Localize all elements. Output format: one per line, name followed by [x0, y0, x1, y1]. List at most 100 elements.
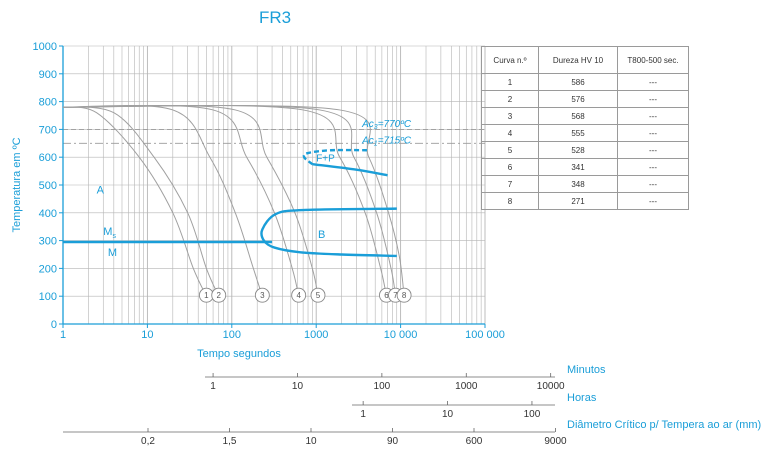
table-cell-dureza: 555 — [538, 124, 618, 142]
x-tick-label: 10 000 — [384, 329, 418, 341]
transformation-lines — [63, 148, 397, 258]
table-cell-curva: 5 — [481, 141, 539, 159]
y-tick-label: 500 — [39, 180, 57, 192]
table-row: 5 528 --- — [481, 141, 689, 159]
cooling-curve-4 — [62, 105, 300, 297]
cooling-curve-5 — [62, 104, 319, 297]
table-cell-t800: --- — [617, 141, 689, 159]
table-cell-curva: 1 — [481, 73, 539, 91]
axes: 0 100 200 300 400 500 600 700 800 900 1000 1 10 100 10… — [11, 41, 505, 360]
secondary-scale-tick-label: 0,2 — [141, 436, 155, 447]
secondary-scale-tick-label: 100 — [524, 409, 541, 420]
table-cell-t800: --- — [617, 175, 689, 193]
secondary-scale-tick-label: 10 — [292, 381, 304, 392]
secondary-scale-label: Horas — [567, 392, 597, 404]
y-tick-label: 700 — [39, 124, 57, 136]
curve-marker-4 — [291, 287, 307, 303]
table-row: 8 271 --- — [481, 192, 689, 210]
secondary-scale-tick-label: 600 — [466, 436, 483, 447]
transformation-line-f-p-start — [302, 148, 368, 166]
cooling-curve-8 — [62, 104, 405, 297]
curve-label-2: 2 — [216, 291, 221, 300]
curve-marker-2 — [211, 287, 227, 303]
y-tick-label: 0 — [51, 319, 57, 331]
secondary-scale-tick-label: 10000 — [537, 381, 565, 392]
curve-label-6: 6 — [384, 291, 389, 300]
y-tick-label: 900 — [39, 69, 57, 81]
table-row: 7 348 --- — [481, 175, 689, 193]
label-fp: F+P — [316, 153, 335, 164]
secondary-scale-tick-label: 1000 — [455, 381, 478, 392]
y-tick-label: 100 — [39, 291, 57, 303]
table-cell-curva: 6 — [481, 158, 539, 176]
x-tick-label: 100 000 — [465, 329, 505, 341]
chart-labels: A Ms M B F+P Ac3=770ºC Ac1=715ºC — [97, 119, 412, 259]
cooling-curve-1 — [62, 106, 207, 297]
table-header-row: Curva n.º Dureza HV 10 T800-500 sec. — [481, 46, 689, 74]
x-tick-label: 100 — [223, 329, 241, 341]
secondary-scale-tick-label: 1,5 — [223, 436, 237, 447]
table-cell-curva: 8 — [481, 192, 539, 210]
y-axis-label: Temperatura em ºC — [11, 137, 23, 232]
label-ms-sub: s — [112, 233, 116, 240]
transformation-line-f-p-end — [312, 162, 388, 177]
table-cell-curva: 2 — [481, 90, 539, 108]
curve-marker-8 — [396, 287, 412, 303]
curve-label-8: 8 — [402, 291, 407, 300]
table-row: 3 568 --- — [481, 107, 689, 125]
label-ms: Ms — [103, 226, 116, 240]
y-tick-label: 600 — [39, 152, 57, 164]
table-row: 4 555 --- — [481, 124, 689, 142]
table-cell-dureza: 271 — [538, 192, 618, 210]
hardness-table: Curva n.º Dureza HV 10 T800-500 sec. 1 58… — [481, 46, 689, 210]
y-tick-label: 800 — [39, 97, 57, 109]
table-row: 1 586 --- — [481, 73, 689, 91]
x-tick-label: 10 — [141, 329, 153, 341]
table-cell-t800: --- — [617, 158, 689, 176]
table-row: 6 341 --- — [481, 158, 689, 176]
curve-marker-3 — [254, 287, 270, 303]
curve-label-3: 3 — [260, 291, 265, 300]
table-cell-dureza: 568 — [538, 107, 618, 125]
secondary-scale-tick-label: 10 — [305, 436, 317, 447]
label-ac3-value: =770ºC — [378, 119, 412, 130]
curve-marker-5 — [310, 287, 326, 303]
cooling-curve-2 — [62, 106, 220, 297]
label-m: M — [108, 247, 117, 259]
x-tick-label: 1 — [60, 329, 66, 341]
y-tick-label: 300 — [39, 236, 57, 248]
label-ac1-value: =715ºC — [378, 135, 412, 146]
y-tick-label: 400 — [39, 208, 57, 220]
label-b: B — [318, 229, 325, 241]
table-row: 2 576 --- — [481, 90, 689, 108]
table-cell-dureza: 341 — [538, 158, 618, 176]
chart-title: FR3 — [258, 8, 292, 27]
table-cell-dureza: 586 — [538, 73, 618, 91]
table-cell-t800: --- — [617, 90, 689, 108]
secondary-scale-tick-label: 100 — [374, 381, 391, 392]
table-header-t800: T800-500 sec. — [617, 46, 689, 74]
cooling-curve-3 — [62, 105, 263, 297]
secondary-scale-tick-label: 9000 — [544, 436, 567, 447]
label-ac3: Ac3=770ºC — [361, 119, 412, 131]
y-tick-label: 1000 — [33, 41, 57, 53]
table-cell-t800: --- — [617, 107, 689, 125]
x-axis-label: Tempo segundos — [197, 348, 281, 360]
curve-label-5: 5 — [316, 291, 321, 300]
table-cell-curva: 4 — [481, 124, 539, 142]
cooling-curve-6 — [62, 104, 387, 297]
transformation-line-b-start — [260, 207, 397, 258]
table-header-dureza: Dureza HV 10 — [538, 46, 618, 74]
table-cell-t800: --- — [617, 192, 689, 210]
cooling-curve-7 — [62, 104, 396, 297]
table-cell-t800: --- — [617, 73, 689, 91]
table-cell-dureza: 576 — [538, 90, 618, 108]
secondary-scale-tick-label: 10 — [442, 409, 454, 420]
table-body: 1 586 --- 2 576 --- 3 568 --- 4 555 --- 5 528 --- 6 341-… — [481, 73, 689, 210]
curve-label-1: 1 — [204, 291, 209, 300]
secondary-scale-label: Diâmetro Crítico p/ Tempera ao ar (mm) — [567, 419, 761, 431]
table-header-curva: Curva n.º — [481, 46, 539, 74]
